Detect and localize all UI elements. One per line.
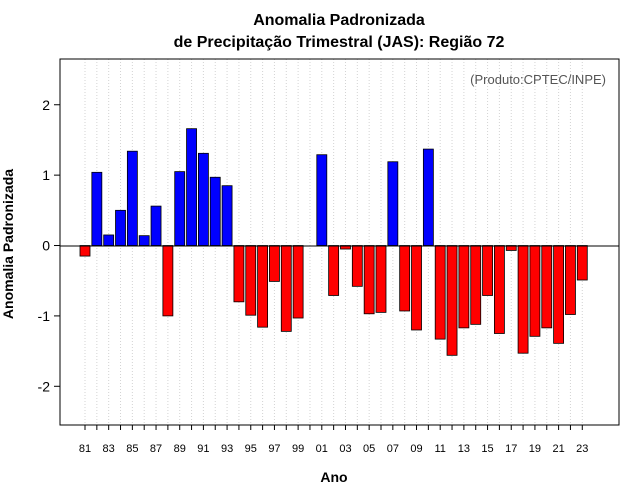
x-tick-label-93: 93 [221, 443, 233, 455]
bar-97 [269, 245, 280, 282]
bar-05 [363, 245, 375, 315]
x-tick-label-11: 11 [434, 443, 445, 455]
x-tick-label-95: 95 [245, 443, 257, 455]
x-tick-label-01: 01 [316, 443, 328, 455]
x-tick-label-17: 17 [505, 443, 517, 455]
bar-85 [126, 150, 138, 246]
bar-95 [245, 245, 257, 316]
bar-21 [553, 245, 564, 344]
x-tick-label-89: 89 [174, 443, 186, 455]
bar-86 [138, 235, 150, 246]
x-tick-label-99: 99 [292, 443, 304, 455]
bar-08 [399, 245, 411, 312]
bar-13 [458, 245, 470, 329]
bar-98 [280, 245, 292, 332]
bar-89 [174, 171, 186, 246]
bar-06 [375, 245, 387, 313]
chart-subtitle: de Precipitação Trimestral (JAS): Região… [174, 34, 505, 51]
x-tick-label-87: 87 [150, 443, 162, 455]
x-tick-label-03: 03 [339, 443, 351, 455]
bar-10 [422, 148, 434, 246]
bar-90 [186, 128, 197, 246]
x-tick-label-97: 97 [268, 443, 280, 455]
x-tick-label-85: 85 [126, 443, 138, 455]
bar-84 [115, 209, 126, 246]
bar-23 [576, 245, 588, 281]
bar-04 [351, 245, 363, 287]
bar-11 [434, 245, 446, 340]
bar-07 [387, 161, 399, 246]
bar-93 [221, 185, 233, 246]
bar-01 [316, 154, 328, 246]
x-tick-label-13: 13 [458, 443, 470, 455]
bar-82 [91, 171, 103, 246]
bar-91 [197, 152, 209, 246]
bar-20 [541, 245, 553, 329]
bar-88 [162, 245, 174, 317]
x-tick-label-19: 19 [529, 443, 541, 455]
x-tick-label-15: 15 [481, 443, 493, 455]
x-axis: 81 83 85 87 89 91 93 95 97 99 01 03 05 07 09 11 13 15 17 19… [79, 425, 588, 455]
credit-label: (Produto:CPTEC/INPE) [470, 72, 606, 87]
plot-frame [59, 58, 620, 426]
y-tick-label--2: -2 [38, 378, 51, 394]
y-tick-label-2: 2 [42, 97, 50, 113]
bars [79, 128, 588, 356]
x-tick-label-91: 91 [197, 443, 209, 455]
x-tick-label-21: 21 [552, 443, 564, 455]
x-tick-label-83: 83 [103, 443, 115, 455]
x-tick-label-23: 23 [576, 443, 588, 455]
bar-14 [470, 245, 482, 325]
bar-15 [482, 245, 493, 296]
bar-18 [517, 245, 529, 354]
x-axis-label: Ano [320, 469, 347, 485]
bar-81 [79, 245, 91, 257]
bar-83 [103, 234, 115, 246]
y-tick-label-1: 1 [42, 167, 50, 183]
y-tick-label--1: -1 [38, 308, 51, 324]
chart-title: Anomalia Padronizada [253, 12, 425, 29]
bar-02 [328, 245, 340, 296]
y-axis: -2 -1 0 1 2 [38, 97, 60, 394]
x-tick-label-05: 05 [363, 443, 375, 455]
bar-94 [233, 245, 245, 303]
bar-96 [257, 245, 269, 328]
bar-19 [529, 245, 541, 337]
x-tick-label-09: 09 [410, 443, 422, 455]
bar-92 [209, 176, 221, 246]
x-tick-label-07: 07 [387, 443, 399, 455]
bar-87 [150, 205, 162, 246]
x-tick-label-81: 81 [79, 443, 91, 455]
y-axis-label: Anomalia Padronizada [0, 169, 16, 319]
bar-09 [411, 245, 422, 331]
bar-16 [493, 245, 505, 334]
y-tick-label-0: 0 [42, 238, 50, 254]
bar-22 [565, 245, 576, 315]
bar-12 [446, 245, 458, 356]
bar-99 [292, 245, 304, 319]
